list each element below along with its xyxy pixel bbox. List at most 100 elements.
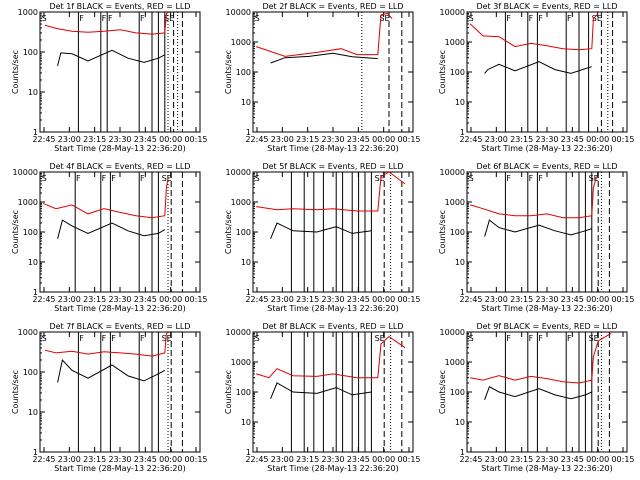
y-axis-label: Counts/sec: [11, 370, 20, 414]
y-tick-label: 100: [23, 368, 38, 377]
y-tick-label: 10: [455, 98, 465, 107]
flag-marker: F: [102, 334, 107, 343]
panel-5: Det 5f BLACK = Events, RED = LLD 1 10 100 10…: [224, 162, 421, 313]
x-tick-label: 23:00: [485, 455, 508, 464]
flag-marker: S: [469, 14, 474, 23]
plot-frame: [252, 171, 414, 293]
panel-title: Det 8f BLACK = Events, RED = LLD: [262, 322, 403, 331]
x-tick-label: 00:00: [586, 295, 609, 304]
x-tick-label: 23:00: [271, 455, 294, 464]
y-tick-label: 10000: [226, 328, 251, 337]
y-axis-label: Counts/sec: [224, 210, 233, 254]
flag-marker: F: [102, 174, 107, 183]
x-tick-label: 23:00: [58, 295, 81, 304]
flag-marker: F: [506, 334, 511, 343]
y-axis-label: Counts/sec: [438, 50, 447, 94]
flag-marker: F: [529, 174, 534, 183]
x-tick-label: 23:00: [485, 135, 508, 144]
x-tick-label: 23:45: [134, 455, 157, 464]
y-tick-label: 1: [246, 128, 251, 137]
x-tick-label: 23:30: [321, 455, 344, 464]
y-tick-label: 10000: [226, 168, 251, 177]
panel-title: Det 6f BLACK = Events, RED = LLD: [476, 162, 617, 171]
panel-title: Det 2f BLACK = Events, RED = LLD: [262, 2, 403, 11]
flag-marker: S: [255, 174, 260, 183]
panel-title: Det 7f BLACK = Events, RED = LLD: [49, 322, 190, 331]
x-tick-label: 00:00: [159, 295, 182, 304]
flag-marker: F: [79, 14, 84, 23]
flag-marker: SE: [589, 334, 599, 343]
flag-marker: S: [255, 14, 260, 23]
y-tick-label: 1000: [445, 198, 465, 207]
lld-series-line: [256, 172, 406, 212]
x-axis-label: Start Time (28-May-13 22:36:20): [267, 304, 398, 313]
y-tick-label: 1: [246, 448, 251, 457]
y-tick-label: 1: [33, 288, 38, 297]
x-tick-label: 23:00: [271, 135, 294, 144]
panel-2: Det 2f BLACK = Events, RED = LLD 1 10 100 10…: [224, 2, 421, 153]
y-tick-label: 1: [33, 128, 38, 137]
panel-7: Det 7f BLACK = Events, RED = LLD 1 10 100 10…: [11, 322, 208, 473]
lld-series-line: [256, 12, 393, 57]
x-tick-label: 22:45: [245, 135, 268, 144]
y-tick-label: 100: [23, 228, 38, 237]
x-tick-label: 23:15: [83, 455, 106, 464]
x-tick-label: 23:15: [296, 455, 319, 464]
flag-marker: S: [42, 14, 47, 23]
events-series-line: [484, 219, 592, 237]
x-tick-label: 00:15: [397, 135, 420, 144]
panel-title: Det 3f BLACK = Events, RED = LLD: [476, 2, 617, 11]
plot-frame: [466, 11, 628, 133]
lld-series-line: [470, 176, 598, 219]
y-tick-label: 10: [241, 98, 251, 107]
x-tick-label: 22:45: [245, 455, 268, 464]
events-series-line: [270, 222, 372, 239]
flag-marker: F: [102, 14, 107, 23]
flag-marker: F: [108, 14, 113, 23]
y-axis-label: Counts/sec: [224, 370, 233, 414]
x-tick-label: 23:45: [134, 295, 157, 304]
panel-8: Det 8f BLACK = Events, RED = LLD 1 10 100 10…: [224, 322, 421, 473]
plot-frame: [39, 171, 201, 293]
y-tick-label: 1: [246, 288, 251, 297]
x-tick-label: 00:00: [586, 455, 609, 464]
x-tick-label: 23:30: [108, 455, 131, 464]
x-tick-label: 00:00: [159, 455, 182, 464]
y-tick-label: 1000: [18, 198, 38, 207]
x-tick-label: 23:45: [347, 295, 370, 304]
panel-9: Det 9f BLACK = Events, RED = LLD 1 10 100 10…: [438, 322, 635, 473]
events-series-line: [57, 49, 166, 67]
x-tick-label: 23:45: [347, 455, 370, 464]
flag-marker: S: [42, 174, 47, 183]
x-axis-label: Start Time (28-May-13 22:36:20): [481, 144, 612, 153]
flag-marker: F: [538, 14, 543, 23]
panel-1: Det 1f BLACK = Events, RED = LLD 1 10 100 10…: [11, 2, 208, 153]
events-series-line: [484, 385, 593, 400]
y-tick-label: 100: [23, 48, 38, 57]
x-axis-label: Start Time (28-May-13 22:36:20): [54, 304, 185, 313]
flag-marker: SE: [164, 14, 174, 23]
x-tick-label: 00:00: [586, 135, 609, 144]
y-tick-label: 1: [33, 448, 38, 457]
flag-marker: SE: [375, 174, 385, 183]
flag-marker: F: [140, 334, 145, 343]
flag-marker: SE: [375, 334, 385, 343]
x-tick-label: 00:15: [184, 295, 207, 304]
y-tick-label: 1000: [231, 358, 251, 367]
events-series-line: [270, 52, 378, 64]
x-tick-label: 23:45: [561, 135, 584, 144]
flag-marker: F: [76, 174, 81, 183]
y-tick-label: 10: [241, 258, 251, 267]
lld-series-line: [43, 178, 169, 219]
y-tick-label: 10000: [440, 8, 465, 17]
x-tick-label: 00:15: [184, 455, 207, 464]
flag-marker: F: [567, 334, 572, 343]
flag-marker: S: [255, 334, 260, 343]
flag-marker: F: [538, 334, 543, 343]
x-tick-label: 00:15: [611, 135, 634, 144]
events-series-line: [484, 61, 592, 74]
x-tick-label: 23:15: [83, 135, 106, 144]
y-tick-label: 10000: [13, 168, 38, 177]
x-tick-label: 23:30: [321, 135, 344, 144]
